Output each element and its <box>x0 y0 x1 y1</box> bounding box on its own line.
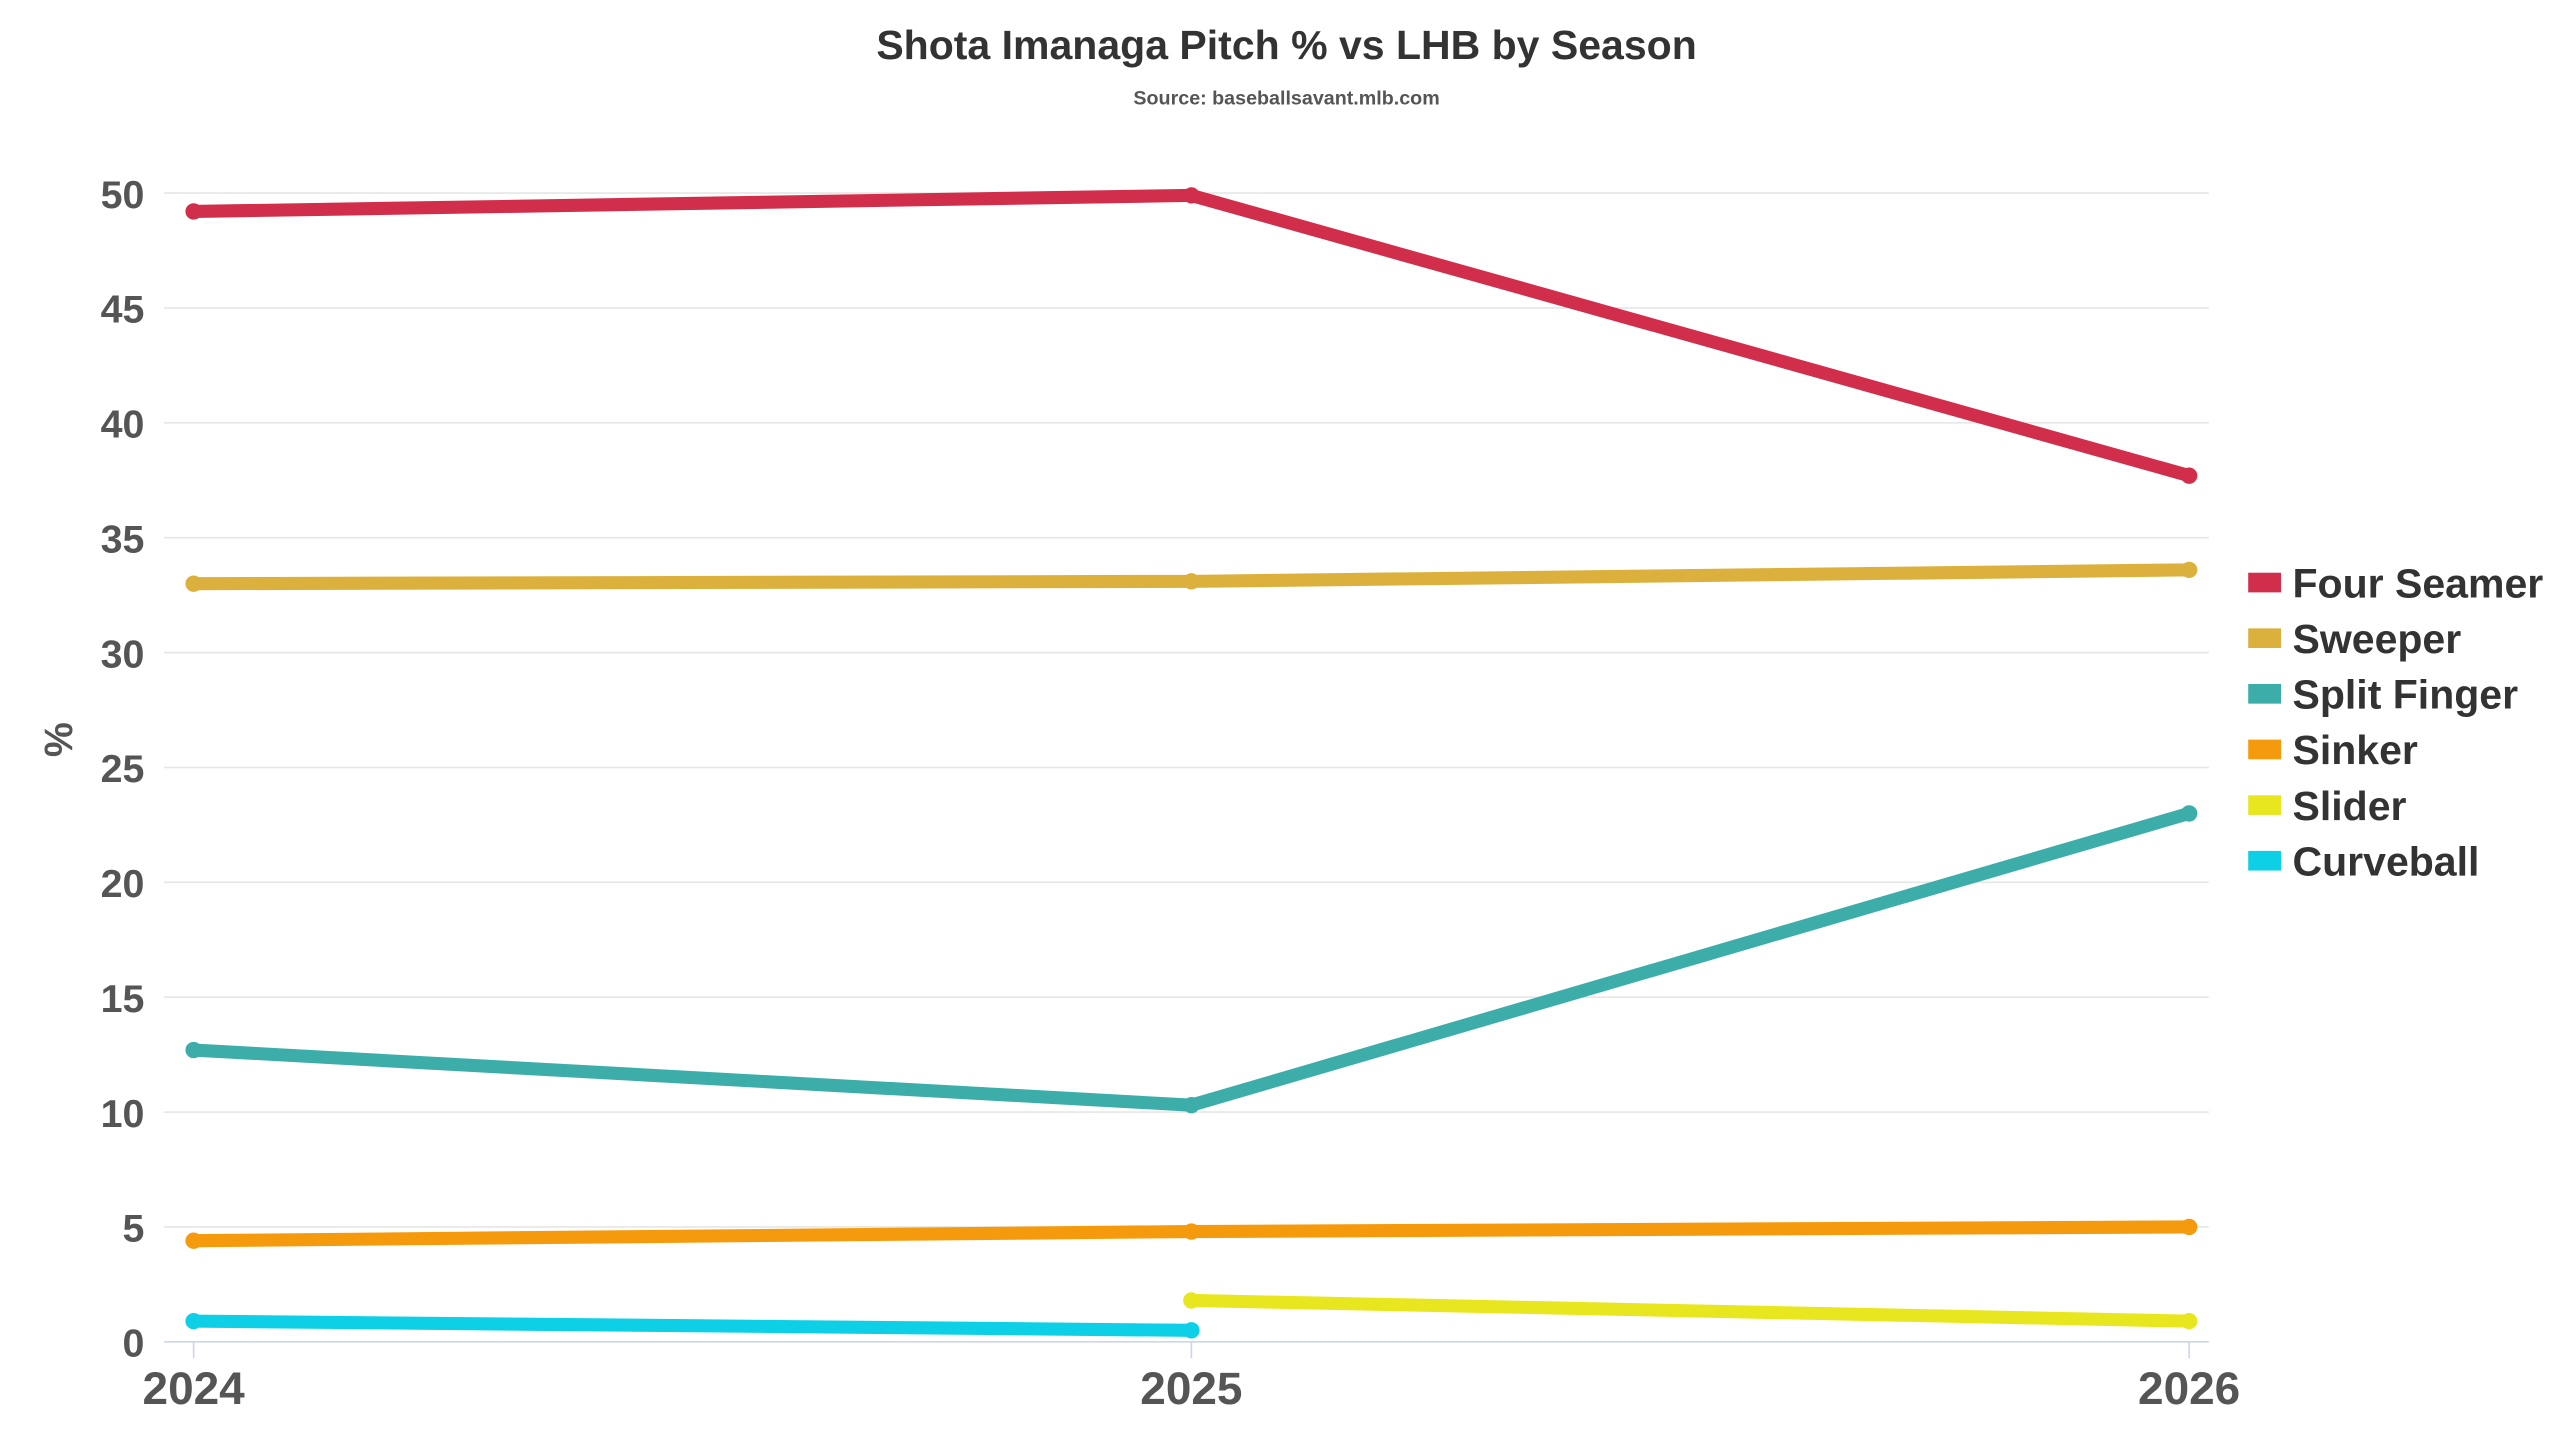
series-slider[interactable] <box>1183 1292 2198 1330</box>
legend-swatch <box>2248 795 2282 815</box>
legend-label: Sinker <box>2293 727 2418 773</box>
data-point[interactable] <box>1183 187 1200 204</box>
x-tick-label: 2025 <box>1140 1362 1242 1414</box>
y-axis-label: % <box>37 722 81 757</box>
data-point[interactable] <box>2180 467 2198 484</box>
data-point[interactable] <box>1183 1223 1200 1240</box>
data-point[interactable] <box>185 575 202 592</box>
legend-label: Split Finger <box>2293 672 2519 718</box>
y-tick-label: 10 <box>101 1092 145 1136</box>
series-split-finger[interactable] <box>185 805 2198 1114</box>
series-sinker[interactable] <box>185 1218 2198 1249</box>
y-tick-label: 45 <box>101 288 145 332</box>
series-line[interactable] <box>193 807 2191 1112</box>
data-point[interactable] <box>2180 805 2198 822</box>
y-tick-label: 25 <box>101 747 145 791</box>
y-tick-label: 5 <box>123 1207 145 1251</box>
legend-item[interactable]: Sweeper <box>2248 616 2461 662</box>
y-tick-label: 0 <box>123 1322 145 1366</box>
series-line[interactable] <box>193 188 2191 482</box>
legend-label: Four Seamer <box>2293 560 2544 606</box>
data-point[interactable] <box>185 1312 202 1330</box>
series-four-seamer[interactable] <box>185 187 2198 484</box>
series-line[interactable] <box>1191 1293 2190 1328</box>
legend-label: Sweeper <box>2293 616 2462 662</box>
y-tick-label: 40 <box>101 403 145 447</box>
legend-item[interactable]: Curveball <box>2248 839 2479 885</box>
series-curveball[interactable] <box>185 1312 1200 1339</box>
legend-item[interactable]: Slider <box>2248 783 2407 829</box>
data-point[interactable] <box>2180 561 2198 579</box>
x-tick-label: 2024 <box>143 1362 246 1414</box>
legend-swatch <box>2248 572 2282 593</box>
legend-item[interactable]: Four Seamer <box>2248 560 2543 606</box>
x-tick-label: 2026 <box>2138 1362 2240 1414</box>
chart-title: Shota Imanaga Pitch % vs LHB by Season <box>876 22 1696 68</box>
legend-swatch <box>2248 628 2282 648</box>
data-point[interactable] <box>1183 1322 1200 1339</box>
y-tick-label: 50 <box>101 173 145 217</box>
y-tick-label: 15 <box>101 977 145 1021</box>
legend-item[interactable]: Sinker <box>2248 727 2418 773</box>
series-line[interactable] <box>193 1314 1192 1337</box>
legend-swatch <box>2248 850 2282 871</box>
data-point[interactable] <box>2180 1312 2198 1330</box>
data-point[interactable] <box>1183 1292 1200 1309</box>
legend-swatch <box>2248 684 2282 704</box>
series-sweeper[interactable] <box>185 561 2198 592</box>
data-point[interactable] <box>1183 1096 1200 1114</box>
legend-label: Curveball <box>2293 839 2480 885</box>
data-point[interactable] <box>185 1232 202 1249</box>
legend-label: Slider <box>2293 783 2407 829</box>
data-point[interactable] <box>1183 573 1200 590</box>
data-point[interactable] <box>2180 1218 2198 1236</box>
legend-swatch <box>2248 739 2282 760</box>
y-tick-label: 30 <box>101 632 145 676</box>
data-point[interactable] <box>185 203 202 220</box>
data-point[interactable] <box>185 1041 202 1059</box>
legend-item[interactable]: Split Finger <box>2248 672 2518 718</box>
y-tick-label: 35 <box>101 517 145 561</box>
chart-subtitle: Source: baseballsavant.mlb.com <box>1133 88 1439 110</box>
y-tick-label: 20 <box>101 862 145 906</box>
